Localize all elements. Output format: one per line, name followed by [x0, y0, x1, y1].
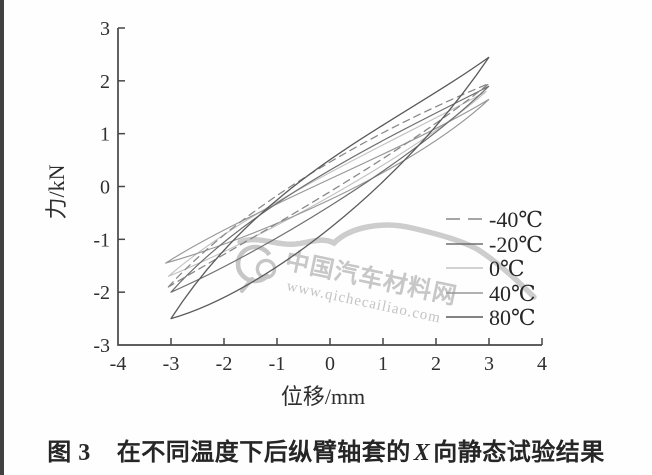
- y-tick-label: 0: [100, 177, 110, 199]
- x-tick-label: -2: [216, 353, 233, 375]
- series-curve-80C: [170, 56, 490, 320]
- caption-axis-term: X: [413, 440, 431, 466]
- x-axis-label: 位移/mm: [281, 384, 365, 409]
- y-axis-label: 力/kN: [44, 164, 69, 219]
- x-tick-label: 3: [484, 353, 494, 375]
- watermark-car-silhouette-icon: [237, 222, 537, 300]
- series-curve--20C: [170, 85, 490, 293]
- legend-label-80C: 80℃: [489, 305, 536, 330]
- x-tick-label: 4: [537, 353, 547, 375]
- legend-label--20C: -20℃: [489, 232, 543, 257]
- x-tick-label: -3: [163, 353, 180, 375]
- legend: -40℃-20℃0℃40℃80℃: [446, 207, 543, 330]
- caption-text-pre: 在不同温度下后纵臂轴套的: [116, 440, 411, 466]
- x-tick-label: -4: [110, 353, 127, 375]
- figure-number: 图 3: [47, 440, 91, 466]
- scan-edge-bar: [0, 0, 4, 475]
- hysteresis-chart: 中国汽车材料网 www.qichecailiao.com -4 -3 -2 -1 0 1 2…: [44, 18, 547, 409]
- figure-caption: 图 3 在不同温度下后纵臂轴套的 X 向静态试验结果: [0, 432, 652, 467]
- x-tick-label: 0: [325, 353, 335, 375]
- legend-label-0C: 0℃: [489, 256, 525, 281]
- legend-label--40C: -40℃: [489, 207, 543, 232]
- caption-text-post: 向静态试验结果: [433, 440, 605, 466]
- watermark-logo-icon: [235, 244, 277, 293]
- series-curve-40C: [165, 98, 490, 264]
- y-tick-label: 1: [100, 124, 110, 146]
- x-tick-label: -1: [269, 353, 286, 375]
- y-tick-label: 3: [100, 18, 110, 40]
- x-tick-label: 2: [431, 353, 441, 375]
- series-curve--40C: [167, 82, 490, 288]
- legend-label-40C: 40℃: [489, 281, 536, 306]
- y-tick-label: -2: [93, 282, 110, 304]
- x-tick-label: 1: [378, 353, 388, 375]
- y-tick-label: 2: [100, 71, 110, 93]
- y-tick-label: -3: [93, 335, 110, 357]
- y-tick-label: -1: [93, 229, 110, 251]
- curve-series-group: [165, 56, 490, 320]
